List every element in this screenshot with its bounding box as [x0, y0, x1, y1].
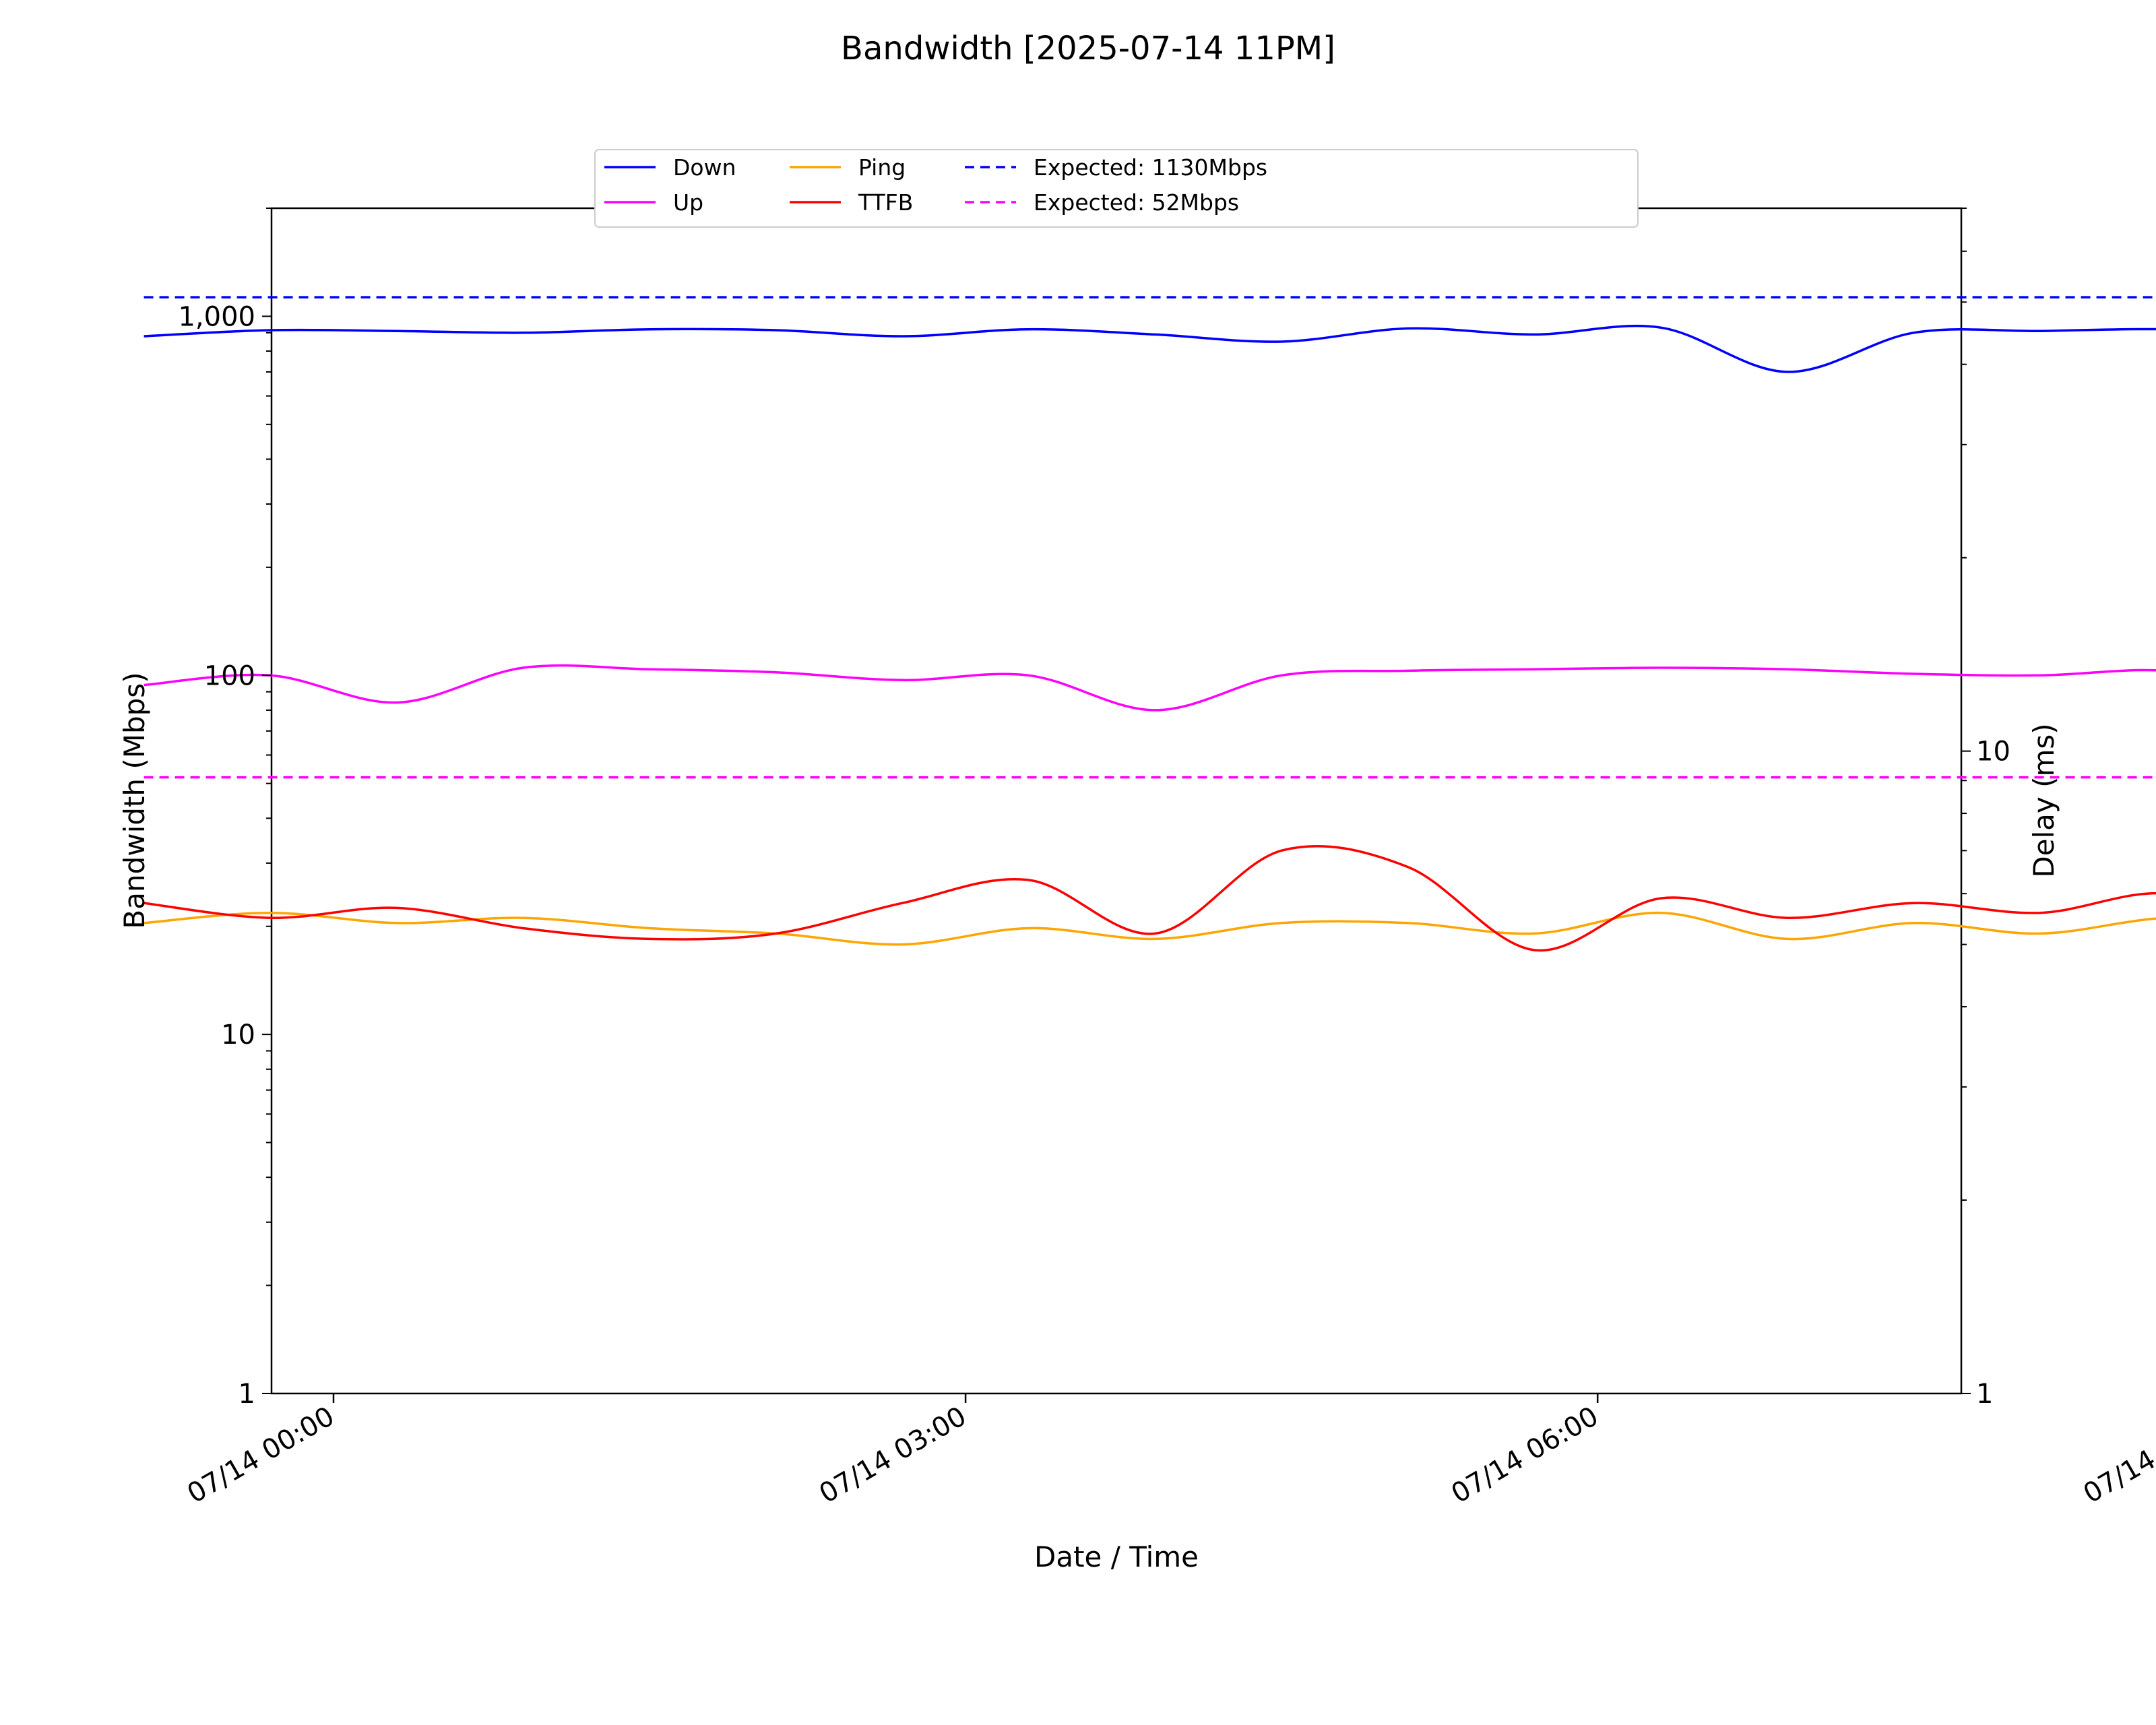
legend-label-expected-1130mbps: Expected: 1130Mbps — [1034, 154, 1267, 181]
x-tick-label: 07/14 00:00 — [182, 1401, 340, 1509]
series-line-up — [144, 664, 2156, 712]
chart-title: Bandwidth [2025-07-14 11PM] — [841, 30, 1335, 67]
plot-frame — [270, 207, 1963, 1395]
y-axis-left: 1 10 100 1,000 — [178, 208, 272, 1410]
x-tick-label: 07/14 09:00 — [2079, 1401, 2156, 1509]
y-left-tick-label: 100 — [204, 660, 255, 691]
x-axis-label: Date / Time — [1034, 1540, 1199, 1573]
series-line-down — [144, 324, 2156, 373]
legend-label-down: Down — [673, 154, 736, 181]
y-right-tick-label: 1 — [1976, 1379, 1993, 1410]
legend-label-up: Up — [673, 189, 703, 216]
y-axis-right: 1 10 — [1961, 208, 2010, 1410]
y-left-tick-label: 10 — [221, 1020, 255, 1050]
series-line-ttfb — [144, 844, 2156, 952]
x-tick-label: 07/14 03:00 — [814, 1401, 972, 1509]
legend-label-expected-52mbps: Expected: 52Mbps — [1034, 189, 1239, 216]
legend-frame — [594, 149, 1639, 228]
legend: Down Up Ping TTFB Expected: 1130Mbps Expected… — [594, 149, 1639, 228]
y-axis-right-label: Delay (ms) — [2027, 723, 2060, 877]
legend-label-ping: Ping — [858, 154, 906, 181]
series-line-ping — [144, 911, 2156, 946]
legend-label-ttfb: TTFB — [858, 189, 913, 216]
x-axis: 07/14 00:00 07/14 03:00 07/14 06:00 07/14 0… — [182, 1393, 2156, 1509]
x-tick-label: 07/14 06:00 — [1447, 1401, 1604, 1509]
y-axis-left-label: Bandwidth (Mbps) — [118, 672, 151, 929]
y-right-tick-label: 10 — [1976, 736, 2010, 767]
y-left-tick-label: 1,000 — [178, 301, 255, 332]
plot-area — [144, 207, 2156, 1395]
y-left-tick-label: 1 — [239, 1379, 255, 1410]
